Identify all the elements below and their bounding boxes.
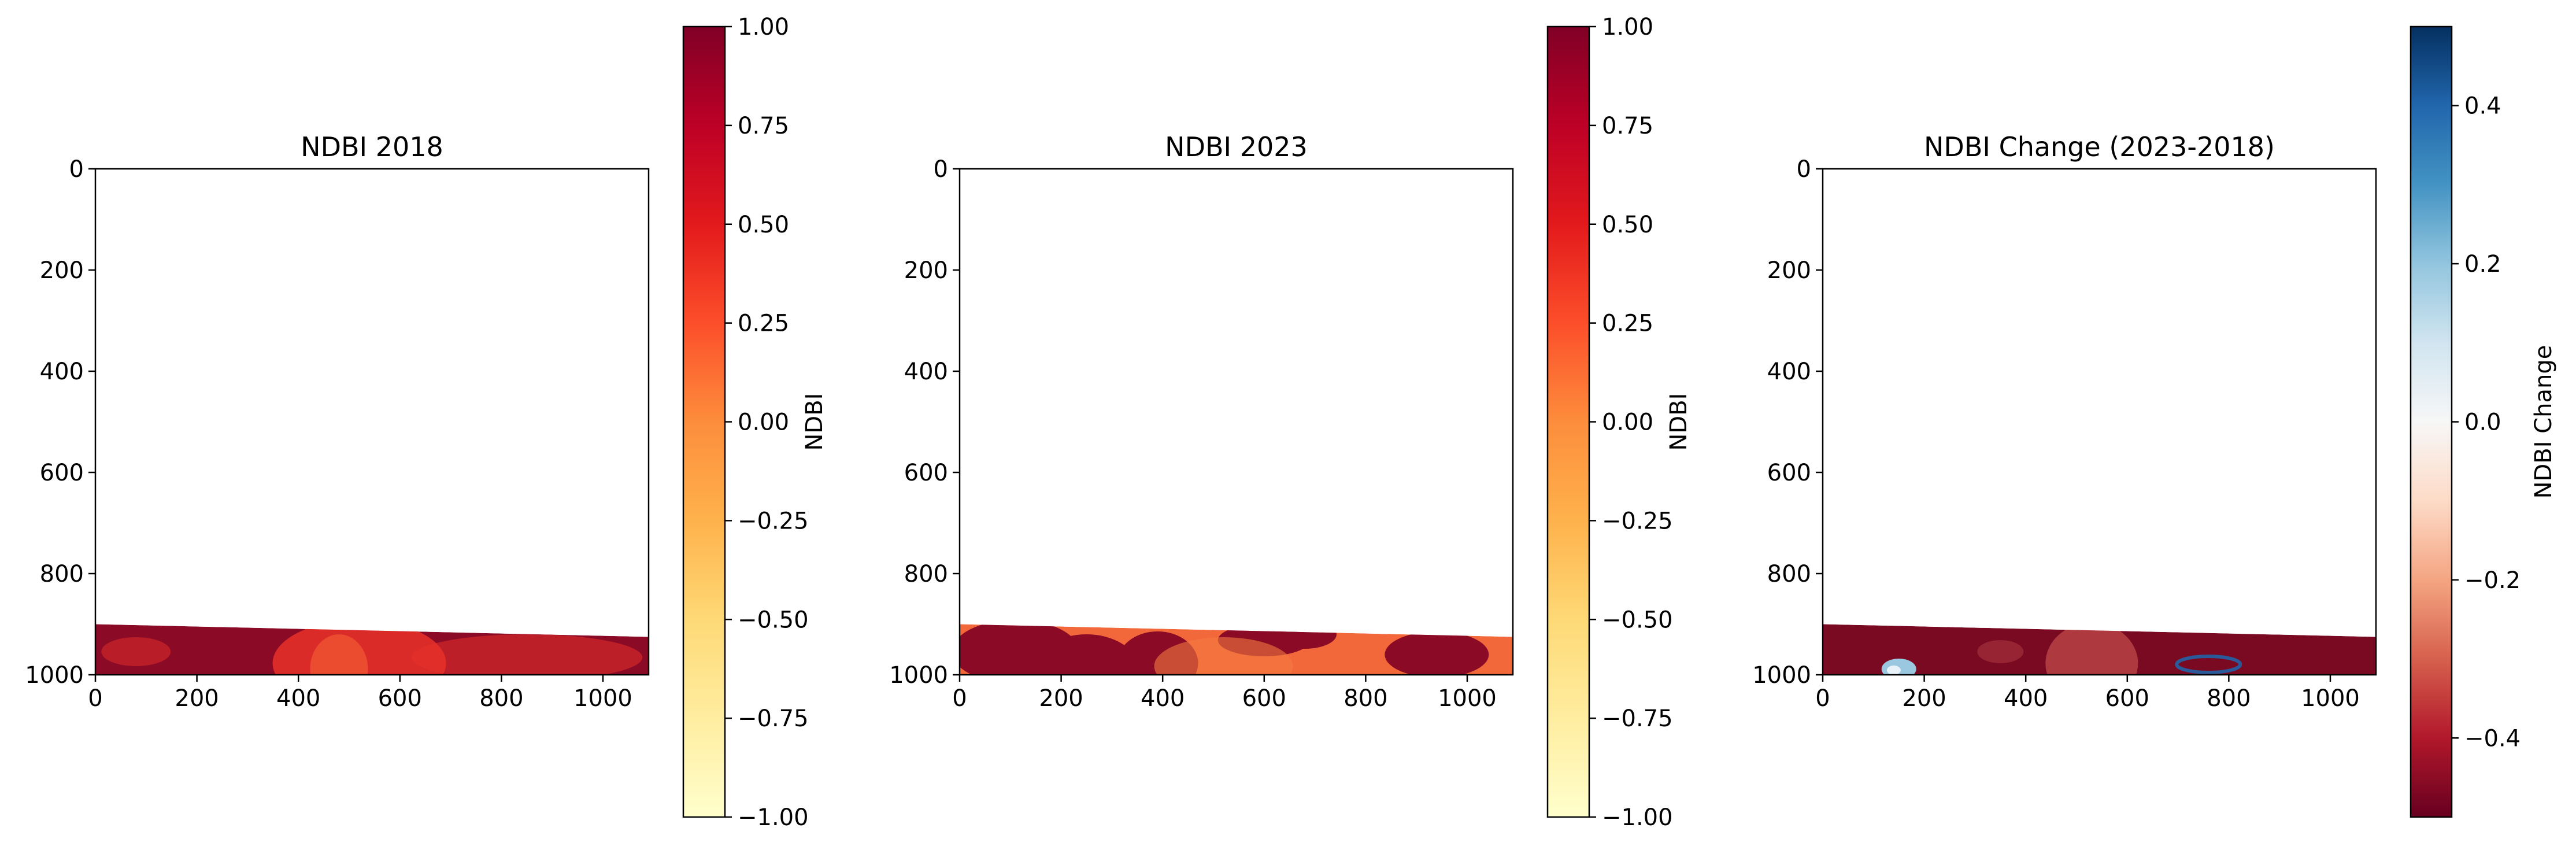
axes-frame <box>1822 168 2377 676</box>
x-tick-label: 600 <box>2105 685 2149 712</box>
colorbar-tick-label: 1.00 <box>1602 14 1653 40</box>
feature-patch-a <box>1034 634 1139 675</box>
feature-urban-core <box>310 634 368 675</box>
colorbar-tick-label: −0.4 <box>2464 725 2521 752</box>
y-tick-label: 200 <box>1767 257 1811 284</box>
chart-title: NDBI Change (2023-2018) <box>1924 131 2275 162</box>
chart-title: NDBI 2023 <box>1165 131 1308 162</box>
colorbar-tick-label: −0.75 <box>738 705 809 732</box>
colorbar-tick-label: −1.00 <box>738 804 809 831</box>
y-tick-label: 600 <box>1767 460 1811 486</box>
colorbar-tick-label: 0.75 <box>738 113 789 139</box>
colorbar-tick-label: −0.75 <box>1602 705 1673 732</box>
y-tick-label: 600 <box>40 460 84 486</box>
colorbar-tick-label: −0.50 <box>1602 607 1673 633</box>
colorbar-label: NDBI <box>801 393 828 451</box>
y-tick-label: 400 <box>904 359 948 385</box>
heatmap-image <box>1823 624 2376 675</box>
colorbar: 1.00 0.75 0.50 0.25 0.00 −0.25 −0.50 −0.75 −1.00… <box>1546 14 1692 831</box>
feature-white-spot <box>1886 666 1901 675</box>
y-tick-label: 400 <box>40 359 84 385</box>
colorbar-tick-label: 0.50 <box>1602 212 1653 238</box>
x-tick-label: 800 <box>479 685 523 712</box>
colorbar-tick-label: −0.50 <box>738 607 809 633</box>
axes-frame <box>94 168 650 676</box>
x-tick-label: 1000 <box>573 685 632 712</box>
x-tick-label: 800 <box>1343 685 1387 712</box>
colorbar-tick-label: 0.50 <box>738 212 789 238</box>
y-tick-label: 200 <box>40 257 84 284</box>
colorbar-label: NDBI <box>1665 393 1692 451</box>
panel-3: NDBI Change (2023-2018) 0 200 400 600 800 1000… <box>1752 25 2557 818</box>
feature-blue-ring <box>2175 655 2242 674</box>
colorbar: 0.4 0.2 0.0 −0.2 −0.4 NDBI Change <box>2410 25 2557 818</box>
y-tick-label: 200 <box>904 257 948 284</box>
feature-west <box>101 637 171 666</box>
colorbar-tick-label: 0.4 <box>2464 93 2501 120</box>
x-tick-label: 1000 <box>2301 685 2360 712</box>
colorbar-tick-label: −0.2 <box>2464 567 2521 594</box>
x-tick-label: 0 <box>952 685 967 712</box>
y-tick-label: 800 <box>40 561 84 587</box>
colorbar-tick-label: 1.00 <box>738 14 789 40</box>
y-tick-label: 1000 <box>25 662 84 689</box>
heatmap-image <box>960 624 1513 675</box>
colorbar-tick-label: 0.25 <box>1602 311 1653 337</box>
x-tick-label: 600 <box>1242 685 1286 712</box>
colorbar-gradient <box>2410 25 2453 818</box>
y-tick-label: 400 <box>1767 359 1811 385</box>
y-tick-label: 1000 <box>1752 662 1811 689</box>
x-tick-label: 400 <box>276 685 320 712</box>
x-tick-label: 0 <box>1815 685 1830 712</box>
colorbar-tick-label: −0.25 <box>1602 508 1673 534</box>
y-tick-label: 0 <box>1797 156 1811 183</box>
feature-patch-d <box>1273 624 1337 649</box>
x-tick-label: 600 <box>378 685 422 712</box>
x-tick-label: 1000 <box>1438 685 1497 712</box>
x-tick-label: 200 <box>1902 685 1946 712</box>
colorbar-tick-label: 0.00 <box>1602 409 1653 436</box>
y-tick-label: 800 <box>904 561 948 587</box>
x-tick-label: 400 <box>2004 685 2048 712</box>
y-tick-label: 1000 <box>889 662 948 689</box>
feature-change-band <box>2045 624 2138 675</box>
y-tick-label: 0 <box>69 156 84 183</box>
colorbar-tick-label: 0.00 <box>738 409 789 436</box>
colorbar: 1.00 0.75 0.50 0.25 0.00 −0.25 −0.50 −0.75 −1.00… <box>682 14 828 831</box>
colorbar-tick-label: 0.0 <box>2464 409 2501 436</box>
x-tick-label: 0 <box>88 685 102 712</box>
chart-title: NDBI 2018 <box>301 131 443 162</box>
x-tick-label: 200 <box>175 685 219 712</box>
colorbar-tick-label: 0.2 <box>2464 251 2501 278</box>
colorbar-gradient <box>682 25 726 818</box>
y-tick-label: 600 <box>904 460 948 486</box>
heatmap-image <box>95 624 649 675</box>
colorbar-tick-label: 0.75 <box>1602 113 1653 139</box>
feature-light <box>1154 637 1293 675</box>
axes-frame <box>958 168 1514 676</box>
x-tick-label: 200 <box>1039 685 1083 712</box>
x-tick-label: 800 <box>2207 685 2251 712</box>
colorbar-tick-label: −0.25 <box>738 508 809 534</box>
feature-patch-e <box>1385 631 1489 675</box>
x-tick-label: 400 <box>1141 685 1185 712</box>
colorbar-tick-label: 0.25 <box>738 311 789 337</box>
y-tick-label: 0 <box>934 156 948 183</box>
feature-speckle <box>1977 640 2024 663</box>
colorbar-tick-label: −1.00 <box>1602 804 1673 831</box>
feature-strip <box>411 634 643 675</box>
colorbar-label: NDBI Change <box>2530 345 2557 499</box>
colorbar-gradient <box>1546 25 1590 818</box>
y-tick-label: 800 <box>1767 561 1811 587</box>
